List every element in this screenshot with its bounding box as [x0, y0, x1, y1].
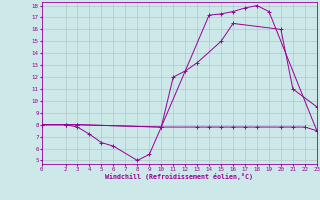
- X-axis label: Windchill (Refroidissement éolien,°C): Windchill (Refroidissement éolien,°C): [105, 173, 253, 180]
